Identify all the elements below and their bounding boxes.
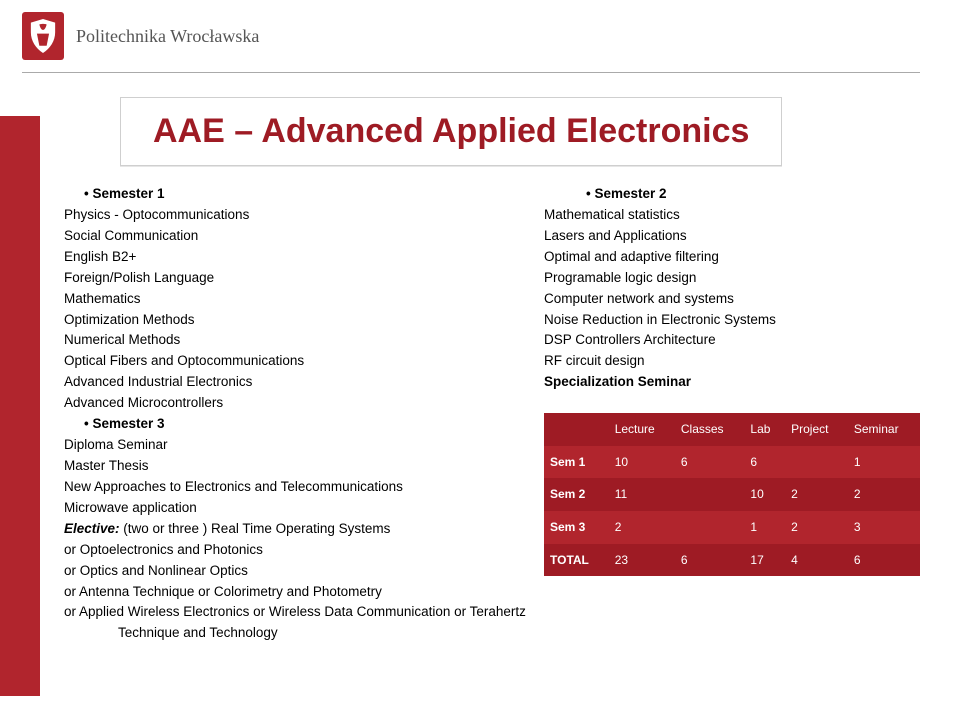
table-header: Lab xyxy=(744,413,785,446)
header: Politechnika Wrocławska xyxy=(0,0,960,60)
table-cell xyxy=(785,446,848,479)
elective-option: or Optics and Nonlinear Optics xyxy=(64,561,544,582)
list-item: Numerical Methods xyxy=(64,330,544,351)
list-item: Mathematical statistics xyxy=(544,205,920,226)
table-cell: 10 xyxy=(609,446,675,479)
table-cell xyxy=(675,511,745,544)
table-cell: 3 xyxy=(848,511,920,544)
list-item: DSP Controllers Architecture xyxy=(544,330,920,351)
table-header xyxy=(544,413,609,446)
list-item: Advanced Industrial Electronics xyxy=(64,372,544,393)
hours-table: LectureClassesLabProjectSeminar Sem 1106… xyxy=(544,413,920,576)
red-side-bar xyxy=(0,116,40,696)
list-item: Physics - Optocommunications xyxy=(64,205,544,226)
list-item: Optimal and adaptive filtering xyxy=(544,247,920,268)
list-item: Diploma Seminar xyxy=(64,435,544,456)
elective-option: or Antenna Technique or Colorimetry and … xyxy=(64,582,544,603)
table-cell: 1 xyxy=(744,511,785,544)
table-cell: 2 xyxy=(785,478,848,511)
right-column: Semester 2 Mathematical statisticsLasers… xyxy=(544,184,920,644)
table-cell: TOTAL xyxy=(544,544,609,577)
list-item: English B2+ xyxy=(64,247,544,268)
sem2-heading: Semester 2 xyxy=(586,184,920,205)
list-item: New Approaches to Electronics and Teleco… xyxy=(64,477,544,498)
table-cell: 17 xyxy=(744,544,785,577)
title-card: AAE – Advanced Applied Electronics xyxy=(120,97,782,166)
list-item: Social Communication xyxy=(64,226,544,247)
table-cell: Sem 2 xyxy=(544,478,609,511)
page-title: AAE – Advanced Applied Electronics xyxy=(153,112,749,151)
header-divider xyxy=(22,72,920,73)
table-row: Sem 2111022 xyxy=(544,478,920,511)
table-cell xyxy=(675,478,745,511)
table-cell: Sem 1 xyxy=(544,446,609,479)
elective-option: or Applied Wireless Electronics or Wirel… xyxy=(64,602,538,644)
list-item: Master Thesis xyxy=(64,456,544,477)
list-item: Foreign/Polish Language xyxy=(64,268,544,289)
table-row: Sem 32123 xyxy=(544,511,920,544)
table-cell: 2 xyxy=(848,478,920,511)
sem3-heading: Semester 3 xyxy=(84,414,544,435)
table-row: Sem 110661 xyxy=(544,446,920,479)
table-cell: 6 xyxy=(675,446,745,479)
table-header: Project xyxy=(785,413,848,446)
elective-option: or Optoelectronics and Photonics xyxy=(64,540,544,561)
table-cell: 11 xyxy=(609,478,675,511)
list-item: Computer network and systems xyxy=(544,289,920,310)
table-cell: 6 xyxy=(848,544,920,577)
list-item: Programable logic design xyxy=(544,268,920,289)
table-cell: 2 xyxy=(609,511,675,544)
table-row: TOTAL2361746 xyxy=(544,544,920,577)
left-column: Semester 1 Physics - OptocommunicationsS… xyxy=(64,184,544,644)
table-cell: 2 xyxy=(785,511,848,544)
content: Semester 1 Physics - OptocommunicationsS… xyxy=(64,184,920,644)
table-header: Lecture xyxy=(609,413,675,446)
spec-seminar: Specialization Seminar xyxy=(544,372,920,393)
table-cell: 10 xyxy=(744,478,785,511)
list-item: Optical Fibers and Optocommunications xyxy=(64,351,544,372)
list-item: Optimization Methods xyxy=(64,310,544,331)
sem1-heading: Semester 1 xyxy=(84,184,544,205)
logo-shield-icon xyxy=(22,12,64,60)
table-header: Seminar xyxy=(848,413,920,446)
table-cell: 6 xyxy=(675,544,745,577)
table-cell: 23 xyxy=(609,544,675,577)
table-cell: 1 xyxy=(848,446,920,479)
list-item: Mathematics xyxy=(64,289,544,310)
list-item: RF circuit design xyxy=(544,351,920,372)
list-item: Microwave application xyxy=(64,498,544,519)
list-item: Advanced Microcontrollers xyxy=(64,393,544,414)
university-name: Politechnika Wrocławska xyxy=(76,26,259,47)
elective-line: Elective: (two or three ) Real Time Oper… xyxy=(64,519,544,540)
list-item: Noise Reduction in Electronic Systems xyxy=(544,310,920,331)
table-cell: 6 xyxy=(744,446,785,479)
table-header: Classes xyxy=(675,413,745,446)
table-cell: 4 xyxy=(785,544,848,577)
list-item: Lasers and Applications xyxy=(544,226,920,247)
table-cell: Sem 3 xyxy=(544,511,609,544)
